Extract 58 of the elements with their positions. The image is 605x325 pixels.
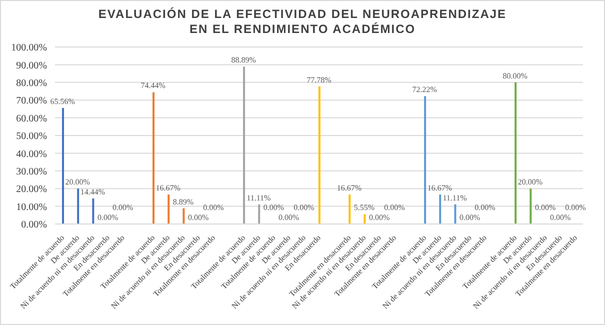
data-label: 72.22% bbox=[412, 85, 438, 94]
bar bbox=[62, 108, 64, 224]
data-label: 14.44% bbox=[80, 187, 106, 196]
y-tick-label: 10.00% bbox=[16, 202, 47, 213]
bar bbox=[182, 208, 185, 224]
y-tick-label: 30.00% bbox=[16, 166, 47, 178]
data-label: 0.00% bbox=[263, 203, 284, 212]
y-tick-label: 0.00% bbox=[21, 220, 47, 231]
bar bbox=[152, 92, 155, 224]
data-label: 0.00% bbox=[112, 203, 134, 212]
data-label: 0.00% bbox=[565, 203, 586, 212]
data-label: 11.11% bbox=[442, 193, 468, 202]
bar bbox=[348, 194, 351, 224]
y-tick-label: 80.00% bbox=[16, 78, 47, 89]
data-label: 20.00% bbox=[65, 178, 90, 187]
data-label: 5.55% bbox=[354, 203, 375, 212]
data-label: 0.00% bbox=[203, 203, 224, 212]
data-label: 20.00% bbox=[518, 178, 543, 187]
data-label: 11.11% bbox=[246, 193, 272, 202]
bar bbox=[318, 86, 320, 224]
data-label: 74.44% bbox=[140, 81, 166, 90]
data-label: 88.89% bbox=[231, 56, 256, 65]
bar bbox=[92, 198, 94, 224]
data-label: 77.78% bbox=[306, 75, 332, 84]
y-tick-label: 20.00% bbox=[16, 184, 47, 196]
bar bbox=[258, 204, 260, 224]
data-label: 0.00% bbox=[97, 213, 118, 222]
y-tick-label: 100.00% bbox=[11, 42, 47, 54]
bar bbox=[454, 204, 456, 224]
data-label: 16.67% bbox=[427, 183, 452, 192]
data-label: 0.00% bbox=[294, 203, 315, 212]
y-tick-label: 40.00% bbox=[16, 148, 47, 160]
data-label: 16.67% bbox=[336, 183, 362, 192]
data-label: 65.56% bbox=[50, 96, 76, 106]
data-label: 8.89% bbox=[172, 197, 194, 206]
data-label: 16.67% bbox=[156, 183, 181, 192]
y-tick-label: 60.00% bbox=[16, 113, 47, 124]
bar bbox=[514, 82, 517, 224]
bar bbox=[424, 96, 426, 224]
data-label: 0.00% bbox=[384, 203, 406, 212]
y-tick-label: 70.00% bbox=[16, 96, 47, 107]
y-tick-label: 50.00% bbox=[16, 131, 47, 142]
chart-title: EVALUACIÓN DE LA EFECTIVIDAD DEL NEUROAPRENDIZAJE EN EL RENDIMIENTO ACADÉMICO bbox=[97, 6, 508, 38]
data-label: 0.00% bbox=[369, 213, 390, 222]
y-tick-label: 90.00% bbox=[16, 60, 47, 72]
data-label: 0.00% bbox=[278, 213, 300, 222]
data-label: 0.00% bbox=[474, 203, 496, 212]
bar bbox=[439, 194, 442, 224]
bar bbox=[530, 188, 532, 224]
data-label: 80.00% bbox=[502, 71, 528, 80]
data-label: 0.00% bbox=[188, 213, 209, 222]
data-label: 0.00% bbox=[534, 203, 556, 212]
data-label: 0.00% bbox=[460, 213, 481, 222]
bar bbox=[243, 66, 246, 224]
data-label: 0.00% bbox=[550, 213, 572, 222]
bar bbox=[364, 214, 366, 224]
bar bbox=[168, 194, 170, 224]
bar bbox=[77, 188, 80, 224]
